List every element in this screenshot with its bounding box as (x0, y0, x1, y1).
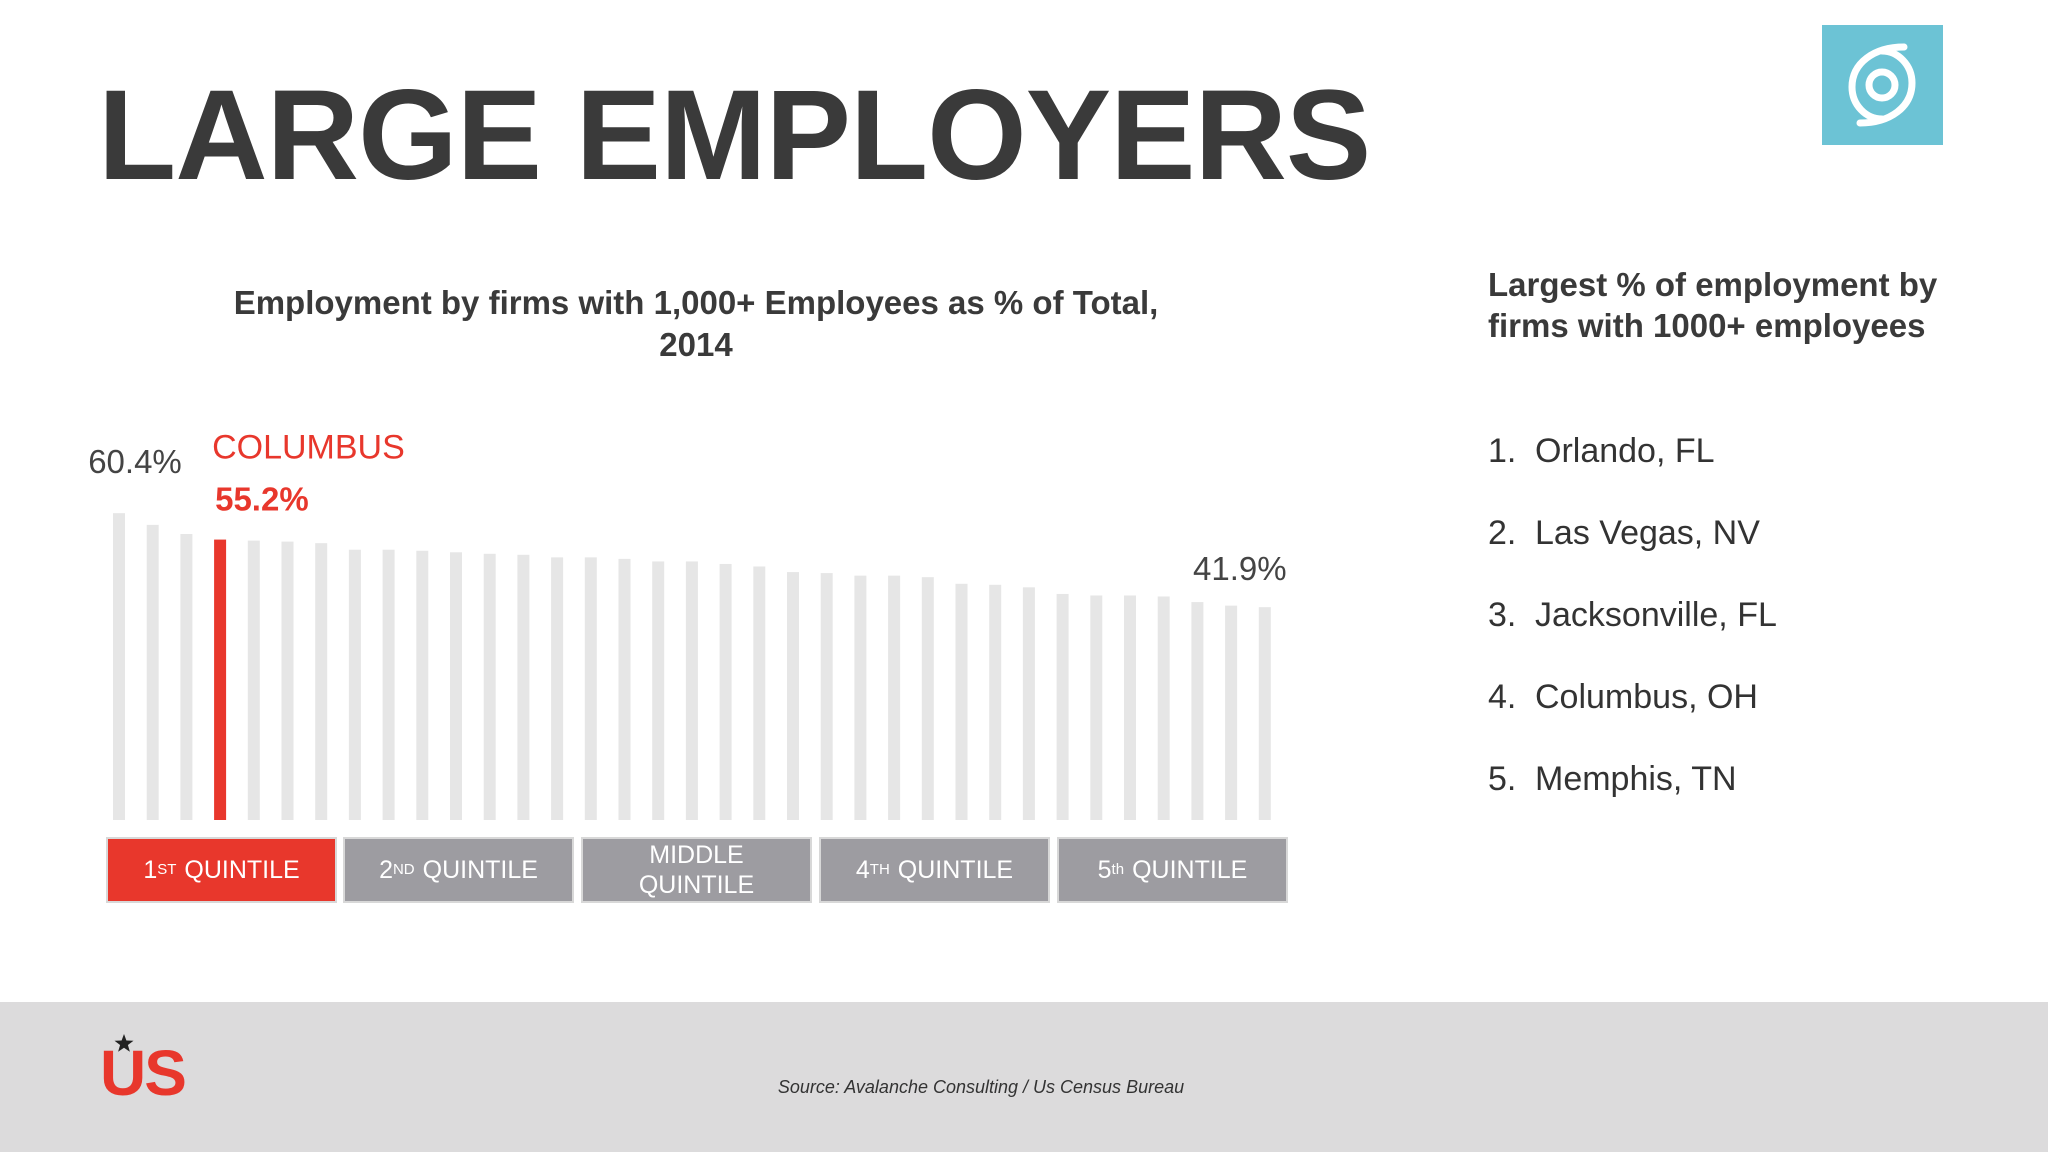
bar (1056, 593, 1069, 820)
ranking-number: 1. (1488, 432, 1517, 470)
quintile-label: QUINTILE (897, 856, 1014, 884)
source-note: Source: Avalanche Consulting / Us Census… (777, 1077, 1185, 1097)
bar (888, 575, 901, 820)
ranking-number: 4. (1488, 678, 1517, 716)
bar (955, 583, 968, 820)
bar (787, 572, 799, 820)
bar (1191, 602, 1204, 820)
slide-title: LARGE EMPLOYERS (98, 64, 1371, 207)
bar (652, 561, 665, 820)
bar (315, 543, 328, 820)
bar (146, 524, 159, 820)
brand-logo (1822, 25, 1943, 145)
bar (618, 558, 631, 820)
bar (517, 554, 530, 820)
bar (584, 557, 597, 820)
logo-star (114, 1034, 134, 1052)
ranking-number: 5. (1488, 760, 1517, 798)
ranking-item: 3. Jacksonville, FL (1488, 596, 1777, 635)
quintile-box: 2 ND QUINTILE (343, 837, 574, 903)
bar (483, 553, 496, 820)
bar (1258, 607, 1271, 820)
quintile-box: 4 TH QUINTILE (819, 837, 1050, 903)
quintile-label: QUINTILE (1132, 856, 1248, 884)
bar (921, 577, 934, 820)
quintile-label: QUINTILE (422, 856, 538, 884)
ranking-item: 5. Memphis, TN (1488, 760, 1737, 799)
bar (989, 584, 1002, 820)
bar (1157, 596, 1170, 820)
bar (719, 563, 732, 820)
bar (348, 549, 361, 820)
ranking-text: Orlando, FL (1535, 432, 1715, 470)
ranking-item: 2. Las Vegas, NV (1488, 514, 1760, 553)
quintile-number: 4 (855, 856, 870, 884)
bar (551, 557, 564, 820)
quintile-number: 5 (1097, 856, 1112, 884)
bar (854, 575, 867, 820)
ranking-item: 1. Orlando, FL (1488, 432, 1715, 471)
bar (113, 513, 125, 820)
quintile-box: 1 ST QUINTILE (106, 837, 337, 903)
bar (247, 540, 260, 820)
ranking-text: Jacksonville, FL (1535, 596, 1777, 634)
ranking-text: Columbus, OH (1535, 678, 1758, 716)
ranking-text: Memphis, TN (1535, 760, 1737, 798)
bar (382, 549, 395, 820)
bar (281, 541, 294, 820)
bar (180, 533, 193, 820)
data-label: 41.9% (1193, 550, 1287, 587)
ranking-number: 2. (1488, 514, 1517, 552)
ranking-text: Las Vegas, NV (1535, 514, 1760, 552)
data-label: 55.2% (215, 481, 309, 518)
bar (820, 573, 833, 820)
bar (1124, 595, 1136, 820)
footer-band (0, 1002, 2048, 1152)
chart: 60.4% 55.2% 41.9% COLUMBUS (88, 429, 1287, 820)
bar (1022, 587, 1035, 820)
footer-logo: US (100, 1037, 187, 1109)
ranking-item: 4. Columbus, OH (1488, 678, 1758, 717)
bar (450, 552, 462, 820)
chart-title: Employment by firms with 1,000+ Employee… (233, 284, 1159, 363)
quintile-number: 2 (379, 856, 393, 884)
annotation: COLUMBUS (212, 429, 405, 467)
quintile-box: MIDDLE QUINTILE (581, 837, 812, 903)
quintile-label: QUINTILE (184, 856, 300, 884)
data-label: 60.4% (88, 443, 182, 480)
bar (753, 566, 766, 820)
side-heading: Largest % of employment by firms with 10… (1488, 266, 1938, 344)
bar (1090, 595, 1103, 820)
bar (1225, 605, 1238, 820)
bar (214, 539, 227, 820)
bar (685, 561, 698, 820)
quintile-label: MIDDLE QUINTILE (638, 841, 755, 899)
quintile-number: 1 (143, 856, 158, 884)
bar (416, 550, 429, 820)
ranking-number: 3. (1488, 596, 1517, 634)
